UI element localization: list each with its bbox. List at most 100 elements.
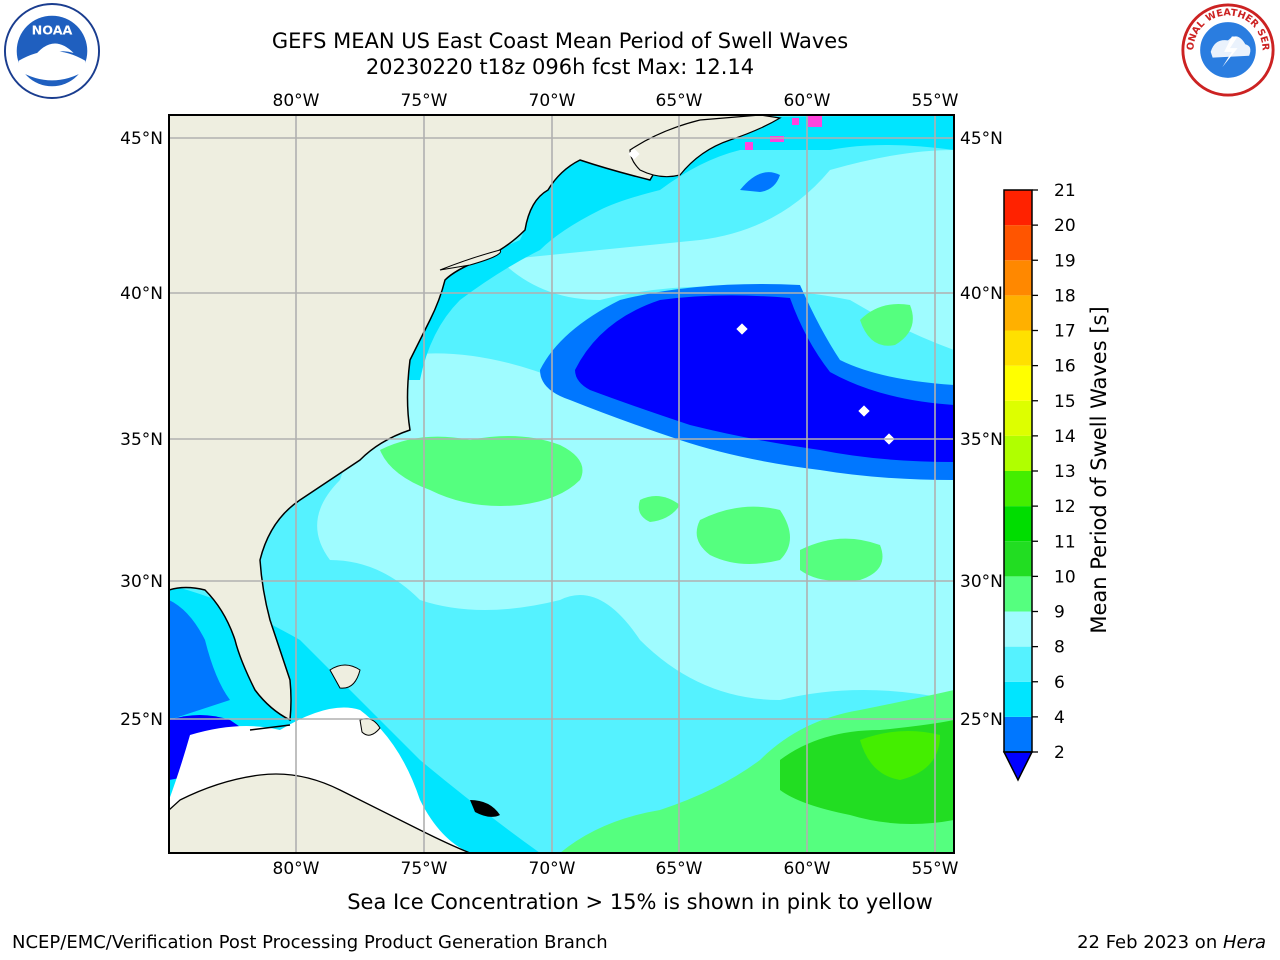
land-cuba	[169, 773, 471, 853]
undefined-point	[736, 323, 748, 335]
map-plot-area	[169, 115, 954, 853]
period-8-9-north	[500, 150, 954, 350]
colorbar-tick-label: 21	[1054, 181, 1076, 201]
lon-label-bottom: 55°W	[912, 859, 959, 879]
lon-label-bottom: 70°W	[529, 859, 576, 879]
land-nova-scotia	[629, 115, 782, 178]
lat-label-left: 30°N	[120, 572, 163, 592]
period-9-10-patch	[638, 496, 680, 522]
period-9-10-patch	[860, 304, 913, 346]
lon-label-top: 70°W	[529, 91, 576, 111]
graticule	[169, 115, 954, 853]
map-title: GEFS MEAN US East Coast Mean Period of S…	[271, 29, 849, 53]
colorbar-segment	[1004, 716, 1032, 752]
period-4-6-gulf	[169, 600, 230, 720]
period-2-4-zone	[575, 295, 954, 462]
undefined-point	[628, 148, 640, 160]
colorbar-tick-label: 14	[1054, 427, 1076, 447]
colorbar-tick-label: 2	[1054, 743, 1065, 763]
lat-label-left: 40°N	[120, 284, 163, 304]
lon-label-top: 65°W	[656, 91, 703, 111]
island-turks	[470, 800, 500, 817]
lon-label-top: 80°W	[273, 91, 320, 111]
colorbar-segment	[1004, 435, 1032, 471]
land-us-east-coast	[169, 115, 762, 722]
footer-credit: NCEP/EMC/Verification Post Processing Pr…	[12, 932, 608, 953]
lon-label-bottom: 80°W	[273, 859, 320, 879]
colorbar-tick-label: 10	[1054, 567, 1076, 587]
colorbar-tick-label: 13	[1054, 462, 1076, 482]
colorbar-tick-label: 19	[1054, 251, 1076, 271]
colorbar-extend-low	[1002, 751, 1034, 782]
lon-label-bottom: 75°W	[401, 859, 448, 879]
lon-label-top: 75°W	[401, 91, 448, 111]
nws-logo: NATIONAL WEATHER SERVICE	[1178, 2, 1275, 97]
colorbar-segment	[1004, 576, 1032, 612]
period-4-6-patch	[740, 172, 780, 192]
longitude-labels-bottom: 80°W 75°W 70°W 65°W 60°W 55°W	[273, 859, 959, 879]
colorbar-segment	[1004, 365, 1032, 401]
colorbar-tick-label: 8	[1054, 638, 1065, 658]
sea-ice-cell	[808, 115, 822, 127]
lon-label-bottom: 60°W	[784, 859, 831, 879]
sea-ice-cell	[770, 136, 784, 142]
colorbar-segment	[1004, 646, 1032, 682]
period-9-10-patch	[380, 436, 583, 506]
lat-label-right: 45°N	[960, 129, 1003, 149]
lat-label-left: 45°N	[120, 129, 163, 149]
colorbar-tick-label: 4	[1054, 708, 1065, 728]
colorbar-segment	[1004, 260, 1032, 296]
period-9-10-patch	[696, 506, 790, 564]
colorbar-segment	[1004, 541, 1032, 577]
lon-label-top: 55°W	[912, 91, 959, 111]
colorbar-segment	[1004, 611, 1032, 647]
colorbar-tick-label: 11	[1054, 532, 1076, 552]
long-island	[439, 249, 502, 271]
colorbar-segment	[1004, 225, 1032, 261]
footer-machine: Hera	[1222, 932, 1266, 953]
colorbar-segment	[1004, 400, 1032, 436]
lat-label-right: 30°N	[960, 572, 1003, 592]
lat-label-right: 25°N	[960, 710, 1003, 730]
colorbar-tick-label: 18	[1054, 286, 1076, 306]
colorbar-tick-label: 9	[1054, 603, 1065, 623]
footer-date-text: 22 Feb 2023 on	[1077, 932, 1223, 953]
lat-label-right: 40°N	[960, 284, 1003, 304]
sea-ice-note: Sea Ice Concentration > 15% is shown in …	[347, 890, 933, 914]
colorbar-tick-label: 12	[1054, 497, 1076, 517]
colorbar-tick-label: 17	[1054, 322, 1076, 342]
colorbar-label: Mean Period of Swell Waves [s]	[1087, 306, 1111, 633]
colorbar-tick-label: 15	[1054, 392, 1076, 412]
colorbar-segment	[1004, 295, 1032, 331]
colorbar-segment	[1004, 471, 1032, 507]
lon-label-top: 60°W	[784, 91, 831, 111]
footer-date: 22 Feb 2023 on Hera	[1077, 932, 1266, 953]
colorbar-segment	[1004, 330, 1032, 366]
colorbar-tick-label: 20	[1054, 216, 1076, 236]
sea-ice-marks	[745, 115, 822, 150]
lat-label-left: 35°N	[120, 430, 163, 450]
island-bahamas	[329, 664, 361, 689]
map-subtitle: 20230220 t18z 096h fcst Max: 12.14	[365, 55, 755, 79]
colorbar-tick-label: 16	[1054, 357, 1076, 377]
lat-label-left: 25°N	[120, 710, 163, 730]
colorbar-segment	[1004, 190, 1032, 226]
undefined-point	[858, 405, 870, 417]
florida-keys	[249, 724, 291, 731]
noaa-logo: NOAA	[3, 2, 101, 100]
lon-label-bottom: 65°W	[656, 859, 703, 879]
colorbar-segment	[1004, 681, 1032, 717]
sea-ice-cell	[792, 118, 799, 125]
longitude-labels-top: 80°W 75°W 70°W 65°W 60°W 55°W	[273, 91, 959, 111]
period-9-10-patch	[800, 538, 883, 582]
period-11-12-south	[860, 731, 940, 780]
colorbar: 2 4 6 8 9 10 11 12 13 14 15 16 17 18 19 20 21	[1002, 181, 1076, 782]
colorbar-segment	[1004, 506, 1032, 542]
lat-label-right: 35°N	[960, 430, 1003, 450]
noaa-logo-text: NOAA	[32, 23, 73, 38]
map-frame	[168, 114, 955, 854]
latitude-labels-right: 45°N 40°N 35°N 30°N 25°N	[960, 129, 1003, 730]
colorbar-tick-label: 6	[1054, 673, 1065, 693]
latitude-labels-left: 45°N 40°N 35°N 30°N 25°N	[120, 129, 163, 730]
